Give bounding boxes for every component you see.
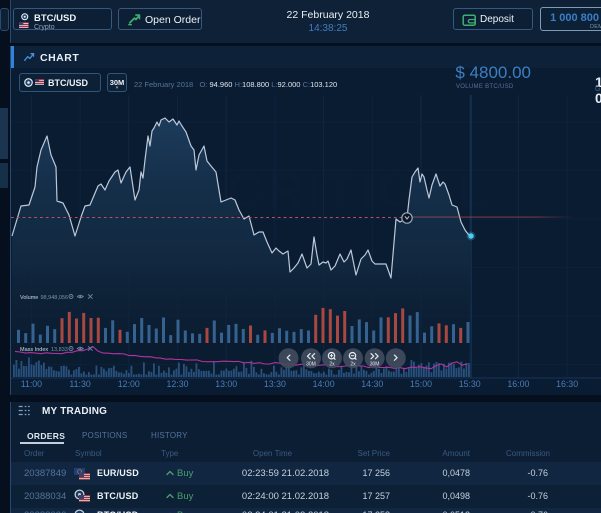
svg-text:11:30: 11:30 xyxy=(69,379,90,389)
svg-text:Mass Index: Mass Index xyxy=(20,347,48,353)
svg-text:16:00: 16:00 xyxy=(507,379,529,389)
svg-text:2x: 2x xyxy=(350,362,356,368)
svg-text:16:30: 16:30 xyxy=(556,379,578,389)
svg-text:14:00: 14:00 xyxy=(313,379,335,389)
svg-text:98,948,056: 98,948,056 xyxy=(41,295,69,301)
svg-text:13:00: 13:00 xyxy=(215,379,237,389)
svg-text:15:30: 15:30 xyxy=(459,379,481,389)
svg-text:Volume: Volume xyxy=(20,295,38,301)
svg-text:15:00: 15:00 xyxy=(410,379,432,389)
svg-text:2x: 2x xyxy=(329,362,335,368)
svg-text:12:00: 12:00 xyxy=(118,379,140,389)
svg-text:13,833: 13,833 xyxy=(51,347,68,353)
svg-text:11:00: 11:00 xyxy=(21,379,42,389)
svg-text:13:30: 13:30 xyxy=(264,379,286,389)
svg-text:30M: 30M xyxy=(306,362,316,368)
svg-text:14:30: 14:30 xyxy=(361,379,383,389)
svg-text:30M: 30M xyxy=(370,362,380,368)
svg-text:12:30: 12:30 xyxy=(166,379,188,389)
